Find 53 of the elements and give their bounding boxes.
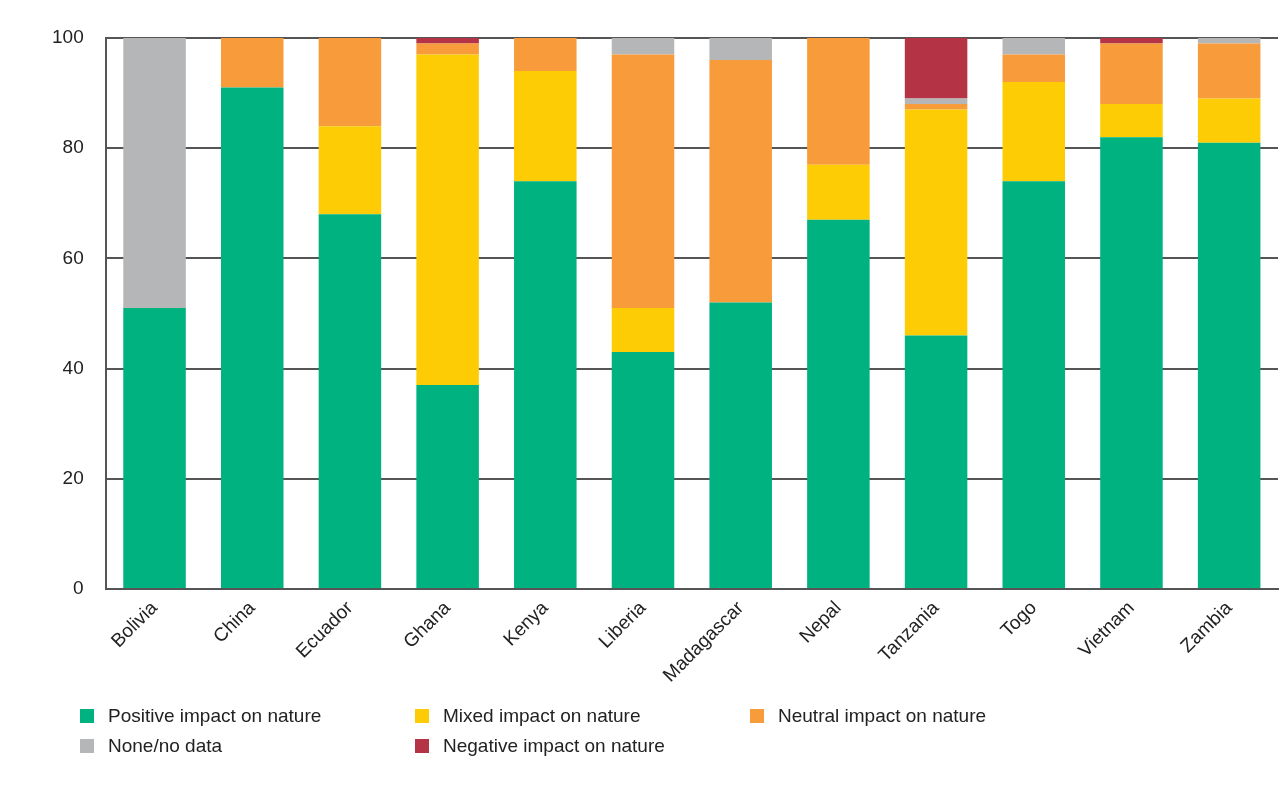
bar [709,60,772,303]
bar [1197,98,1261,143]
x-tick-label: Togo [996,596,1041,641]
bar [1002,181,1066,588]
bar [1002,54,1066,83]
bar [709,38,772,61]
bar [1002,38,1066,55]
bar [220,38,284,88]
bar [904,38,968,99]
legend-label: Mixed impact on nature [443,705,641,727]
legend-label: Negative impact on nature [443,735,665,757]
bar [416,38,479,44]
bar [1100,104,1163,138]
bar [1002,82,1066,182]
legend-label: Positive impact on nature [108,705,322,727]
bar [1100,137,1163,588]
bar [514,71,577,182]
legend-label: None/no data [108,735,223,757]
bar [1197,38,1261,44]
bar [220,87,284,588]
bar [318,126,382,215]
bar [514,181,577,588]
bar [904,98,968,105]
y-tick-label: 0 [73,577,84,599]
bar [611,54,675,308]
bar [318,214,382,588]
bar [514,38,577,72]
y-tick-label: 20 [62,466,84,488]
bar [904,335,968,588]
bar [1197,142,1261,588]
bar [611,307,675,353]
bar [904,104,968,110]
bar [318,38,382,127]
y-tick-label: 40 [62,356,84,378]
bar [807,219,870,588]
bar [123,307,186,588]
bar [1197,43,1261,99]
bar [123,38,186,308]
y-tick-label: 60 [62,246,84,268]
bar [416,54,479,386]
bar [709,302,772,588]
bar [611,38,675,55]
bar [611,352,675,588]
bar [1100,38,1163,44]
y-tick-label: 80 [62,136,84,158]
bar [416,43,479,55]
bar [904,109,968,336]
bar [416,385,479,588]
legend-label: Neutral impact on nature [778,705,987,727]
bar [1100,43,1163,105]
y-tick-label: 100 [52,26,84,48]
bar [807,38,870,165]
bar [807,164,870,220]
